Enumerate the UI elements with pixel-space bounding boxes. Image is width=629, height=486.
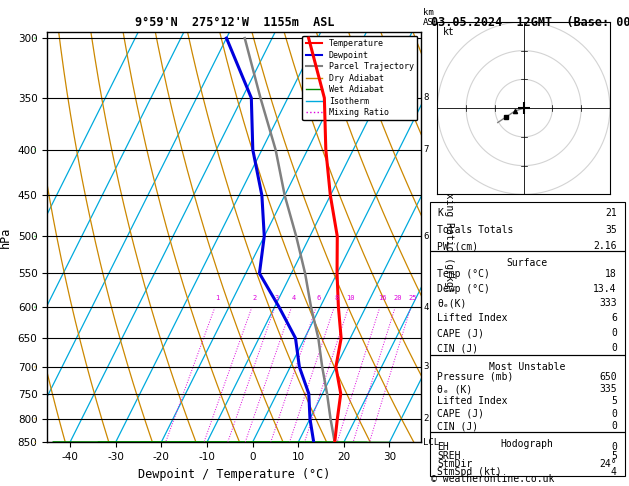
Text: 5: 5: [611, 397, 617, 406]
Title: 9°59'N  275°12'W  1155m  ASL: 9°59'N 275°12'W 1155m ASL: [135, 16, 334, 29]
Text: 6: 6: [611, 313, 617, 323]
Text: 18: 18: [605, 269, 617, 278]
Text: 13.4: 13.4: [593, 283, 617, 294]
Text: CAPE (J): CAPE (J): [437, 409, 484, 419]
Text: 5: 5: [611, 451, 617, 461]
Text: 7: 7: [423, 145, 429, 154]
Text: 6: 6: [423, 232, 429, 241]
Text: StmDir: StmDir: [437, 459, 472, 469]
Text: Pressure (mb): Pressure (mb): [437, 372, 514, 382]
Text: 16: 16: [377, 295, 386, 300]
Text: 333: 333: [599, 298, 617, 309]
Bar: [430, 355, 625, 433]
Text: Lifted Index: Lifted Index: [437, 313, 508, 323]
Text: Lifted Index: Lifted Index: [437, 397, 508, 406]
Text: 20: 20: [393, 295, 401, 300]
Text: LCL: LCL: [423, 438, 440, 447]
Text: 21: 21: [605, 208, 617, 218]
Legend: Temperature, Dewpoint, Parcel Trajectory, Dry Adiabat, Wet Adiabat, Isotherm, Mi: Temperature, Dewpoint, Parcel Trajectory…: [303, 36, 417, 121]
Text: 4: 4: [423, 303, 429, 312]
Text: 0: 0: [611, 442, 617, 452]
Text: Most Unstable: Most Unstable: [489, 363, 565, 372]
Text: Mixing Ratio (g/kg): Mixing Ratio (g/kg): [444, 181, 454, 293]
Text: 0: 0: [611, 409, 617, 419]
Bar: [430, 251, 625, 355]
Text: 35: 35: [605, 225, 617, 235]
Text: PW (cm): PW (cm): [437, 241, 479, 251]
Text: SREH: SREH: [437, 451, 461, 461]
Text: 0: 0: [611, 421, 617, 431]
Text: 2: 2: [252, 295, 257, 300]
Y-axis label: hPa: hPa: [0, 226, 12, 247]
Text: km
ASL: km ASL: [423, 8, 440, 28]
Text: 650: 650: [599, 372, 617, 382]
Text: 2.16: 2.16: [593, 241, 617, 251]
Text: Temp (°C): Temp (°C): [437, 269, 490, 278]
Text: EH: EH: [437, 442, 449, 452]
Text: 1: 1: [215, 295, 220, 300]
Text: 25: 25: [409, 295, 417, 300]
Text: © weatheronline.co.uk: © weatheronline.co.uk: [431, 473, 554, 484]
Text: 0: 0: [611, 328, 617, 338]
Text: kt: kt: [443, 27, 454, 37]
Text: K: K: [437, 208, 443, 218]
Text: 0: 0: [611, 343, 617, 353]
Text: StmSpd (kt): StmSpd (kt): [437, 467, 502, 477]
Bar: [430, 202, 625, 251]
Text: 10: 10: [347, 295, 355, 300]
Text: CIN (J): CIN (J): [437, 343, 479, 353]
Text: 8: 8: [423, 93, 429, 103]
Text: 4: 4: [292, 295, 296, 300]
Text: 3: 3: [423, 363, 429, 371]
Bar: [430, 433, 625, 476]
Text: Surface: Surface: [506, 258, 548, 268]
Text: 6: 6: [316, 295, 321, 300]
Text: Dewp (°C): Dewp (°C): [437, 283, 490, 294]
Text: CAPE (J): CAPE (J): [437, 328, 484, 338]
Text: Hodograph: Hodograph: [501, 439, 554, 449]
Text: 8: 8: [334, 295, 338, 300]
Text: 2: 2: [423, 414, 429, 423]
X-axis label: Dewpoint / Temperature (°C): Dewpoint / Temperature (°C): [138, 468, 330, 481]
Text: θₑ(K): θₑ(K): [437, 298, 467, 309]
Text: CIN (J): CIN (J): [437, 421, 479, 431]
Text: 03.05.2024  12GMT  (Base: 00): 03.05.2024 12GMT (Base: 00): [431, 16, 629, 29]
Text: Totals Totals: Totals Totals: [437, 225, 514, 235]
Text: 3: 3: [275, 295, 279, 300]
Text: 24°: 24°: [599, 459, 617, 469]
Text: 4: 4: [611, 467, 617, 477]
Text: 335: 335: [599, 384, 617, 394]
Text: θₑ (K): θₑ (K): [437, 384, 472, 394]
